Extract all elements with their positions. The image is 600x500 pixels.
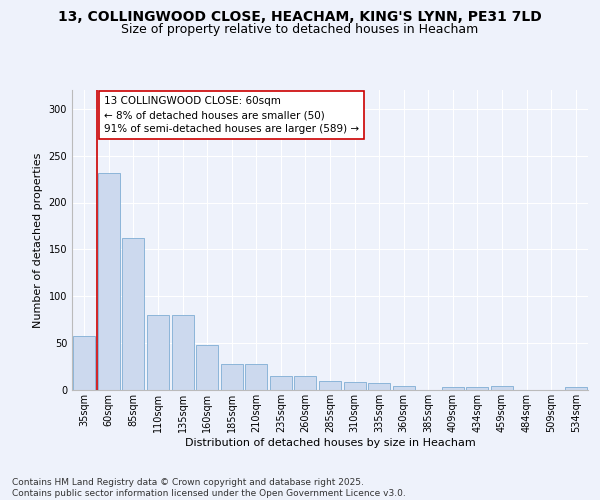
- Bar: [442, 387, 464, 390]
- Bar: [491, 386, 513, 390]
- Text: Contains HM Land Registry data © Crown copyright and database right 2025.
Contai: Contains HM Land Registry data © Crown c…: [12, 478, 406, 498]
- Bar: [565, 387, 587, 390]
- Bar: [392, 386, 415, 390]
- Bar: [172, 315, 194, 390]
- Text: 13, COLLINGWOOD CLOSE, HEACHAM, KING'S LYNN, PE31 7LD: 13, COLLINGWOOD CLOSE, HEACHAM, KING'S L…: [58, 10, 542, 24]
- Bar: [73, 336, 95, 390]
- Bar: [368, 382, 390, 390]
- Bar: [245, 364, 268, 390]
- Bar: [221, 364, 243, 390]
- Bar: [295, 376, 316, 390]
- Bar: [466, 387, 488, 390]
- Bar: [270, 376, 292, 390]
- Text: 13 COLLINGWOOD CLOSE: 60sqm
← 8% of detached houses are smaller (50)
91% of semi: 13 COLLINGWOOD CLOSE: 60sqm ← 8% of deta…: [104, 96, 359, 134]
- Text: Size of property relative to detached houses in Heacham: Size of property relative to detached ho…: [121, 22, 479, 36]
- Bar: [196, 345, 218, 390]
- Bar: [319, 380, 341, 390]
- Y-axis label: Number of detached properties: Number of detached properties: [33, 152, 43, 328]
- Bar: [122, 238, 145, 390]
- X-axis label: Distribution of detached houses by size in Heacham: Distribution of detached houses by size …: [185, 438, 475, 448]
- Bar: [98, 172, 120, 390]
- Bar: [147, 315, 169, 390]
- Bar: [344, 382, 365, 390]
